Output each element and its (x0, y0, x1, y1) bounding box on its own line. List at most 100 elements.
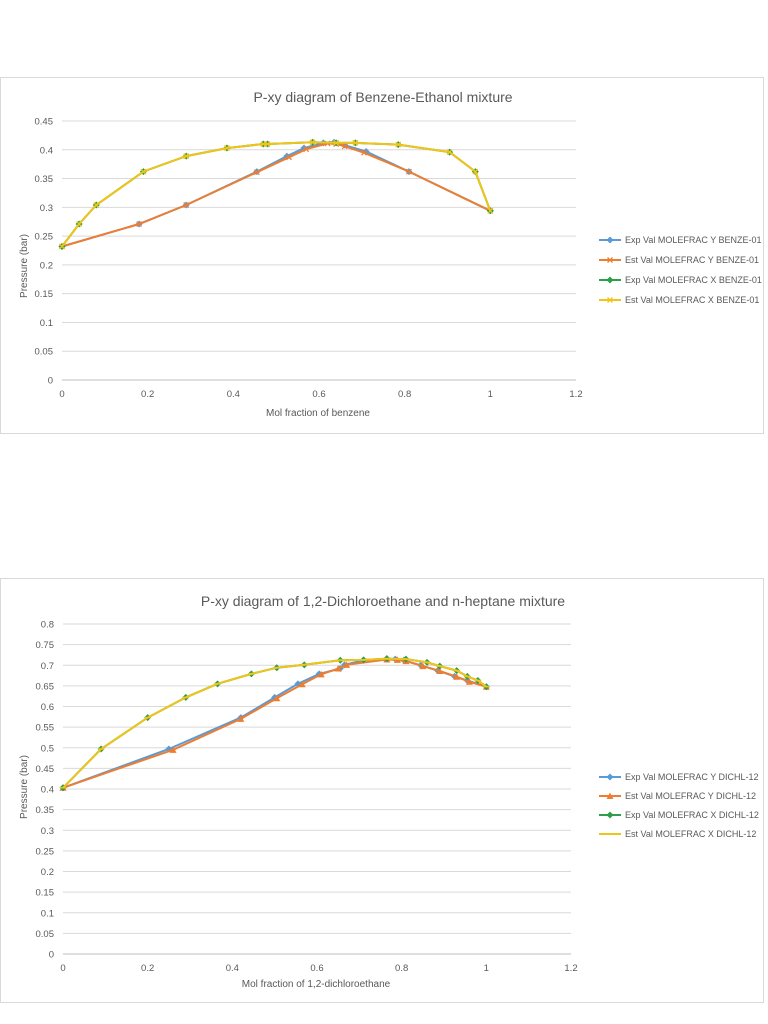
data-point (606, 276, 614, 284)
series-line (61, 142, 491, 248)
data-point (606, 773, 614, 781)
data-point (223, 145, 230, 152)
data-point (253, 169, 260, 176)
y-tick-label: 0.2 (41, 867, 54, 878)
data-point (303, 146, 310, 153)
chart-title: P-xy diagram of 1,2-Dichloroethane and n… (201, 593, 565, 609)
data-point (395, 141, 402, 148)
data-point (361, 149, 367, 156)
gridlines (62, 120, 576, 381)
legend-entry: Exp Val MOLEFRAC X BENZE-01 (599, 275, 762, 285)
series-line (62, 657, 487, 789)
x-tick-label: 0.8 (395, 963, 408, 974)
data-point (76, 221, 83, 227)
y-tick-label: 0.45 (35, 117, 54, 128)
data-point (59, 243, 65, 250)
series-4 (60, 657, 490, 789)
series-line (62, 658, 487, 789)
y-axis-label: Pressure (bar) (19, 234, 30, 298)
data-point (352, 139, 359, 146)
y-tick-label: 0 (48, 376, 53, 387)
legend-label: Est Val MOLEFRAC X DICHL-12 (625, 829, 756, 839)
y-tick-label: 0.45 (36, 764, 55, 775)
data-point (300, 144, 308, 152)
x-tick-label: 0.2 (141, 389, 154, 400)
legend-entry: Est Val MOLEFRAC X DICHL-12 (599, 829, 756, 839)
data-point (606, 792, 614, 799)
legend-entry: Est Val MOLEFRAC X BENZE-01 (599, 295, 759, 305)
data-point (341, 143, 348, 150)
y-tick-label: 0.1 (40, 318, 53, 329)
y-tick-label: 0.15 (35, 289, 54, 300)
legend-label: Exp Val MOLEFRAC X BENZE-01 (625, 275, 762, 285)
legend-entry: Exp Val MOLEFRAC X DICHL-12 (599, 810, 759, 820)
x-tick-label: 0.6 (310, 963, 323, 974)
chart-benzene-ethanol: P-xy diagram of Benzene-Ethanol mixture … (0, 77, 764, 434)
data-point (298, 680, 306, 688)
data-point (260, 141, 267, 147)
y-tick-label: 0.25 (35, 232, 54, 243)
data-point (273, 694, 281, 702)
y-tick-label: 0 (49, 950, 54, 961)
chart-title: P-xy diagram of Benzene-Ethanol mixture (253, 89, 512, 105)
series-line (61, 141, 491, 248)
y-tick-label: 0.4 (41, 785, 54, 796)
series-1 (59, 655, 490, 792)
y-tick-label: 0.3 (41, 826, 54, 837)
data-point (405, 168, 412, 175)
y-tick-label: 0.35 (35, 174, 54, 185)
data-point (136, 221, 143, 227)
data-point (607, 297, 613, 303)
x-tick-label: 0.4 (226, 963, 239, 974)
y-tick-label: 0.8 (41, 620, 54, 631)
x-tick-label: 0.2 (141, 963, 154, 974)
data-point (333, 139, 340, 146)
data-point (183, 153, 190, 160)
series-4 (59, 139, 494, 250)
y-tick-label: 0.05 (36, 929, 55, 940)
data-point (183, 202, 190, 208)
x-tick-label: 1.2 (569, 389, 582, 400)
legend-label: Est Val MOLEFRAC Y BENZE-01 (625, 255, 759, 265)
data-point (453, 673, 461, 680)
y-tick-label: 0.3 (40, 203, 53, 214)
legend-label: Exp Val MOLEFRAC Y BENZE-01 (625, 235, 762, 245)
legend-entry: Est Val MOLEFRAC Y BENZE-01 (599, 255, 759, 265)
series-3 (58, 138, 494, 250)
series-1 (58, 138, 494, 250)
legend-entry: Exp Val MOLEFRAC Y BENZE-01 (599, 235, 762, 245)
x-axis-label: Mol fraction of 1,2-dichloroethane (242, 979, 391, 990)
data-point (606, 811, 614, 819)
data-point (436, 667, 444, 675)
data-point (465, 678, 473, 685)
data-point (472, 168, 479, 175)
series-line (61, 141, 492, 248)
data-point (487, 207, 494, 214)
data-point (169, 746, 177, 753)
y-tick-label: 0.55 (36, 723, 55, 734)
chart-dichloroethane-heptane: P-xy diagram of 1,2-Dichloroethane and n… (0, 578, 764, 1003)
x-tick-label: 1.2 (564, 963, 577, 974)
data-point (607, 257, 613, 263)
series-2 (59, 140, 494, 250)
data-point (237, 715, 245, 722)
legend-label: Exp Val MOLEFRAC X DICHL-12 (625, 810, 759, 820)
series-3 (59, 655, 490, 792)
x-tick-label: 1 (488, 389, 493, 400)
y-axis-label: Pressure (bar) (19, 755, 30, 819)
x-tick-label: 0.4 (227, 389, 240, 400)
y-tick-label: 0.75 (36, 640, 55, 651)
chart-dichloroethane-heptane-svg: P-xy diagram of 1,2-Dichloroethane and n… (19, 593, 759, 990)
data-point (264, 141, 271, 147)
data-point (446, 149, 453, 156)
data-point (93, 202, 100, 208)
y-tick-label: 0.15 (36, 888, 55, 899)
legend-label: Est Val MOLEFRAC Y DICHL-12 (625, 791, 756, 801)
y-tick-label: 0.6 (41, 702, 54, 713)
x-tick-label: 0 (59, 389, 64, 400)
data-point (343, 661, 351, 668)
legend-entry: Est Val MOLEFRAC Y DICHL-12 (599, 791, 756, 801)
y-tick-label: 0.1 (41, 908, 54, 919)
data-point (309, 139, 316, 146)
y-tick-label: 0.4 (40, 145, 53, 156)
